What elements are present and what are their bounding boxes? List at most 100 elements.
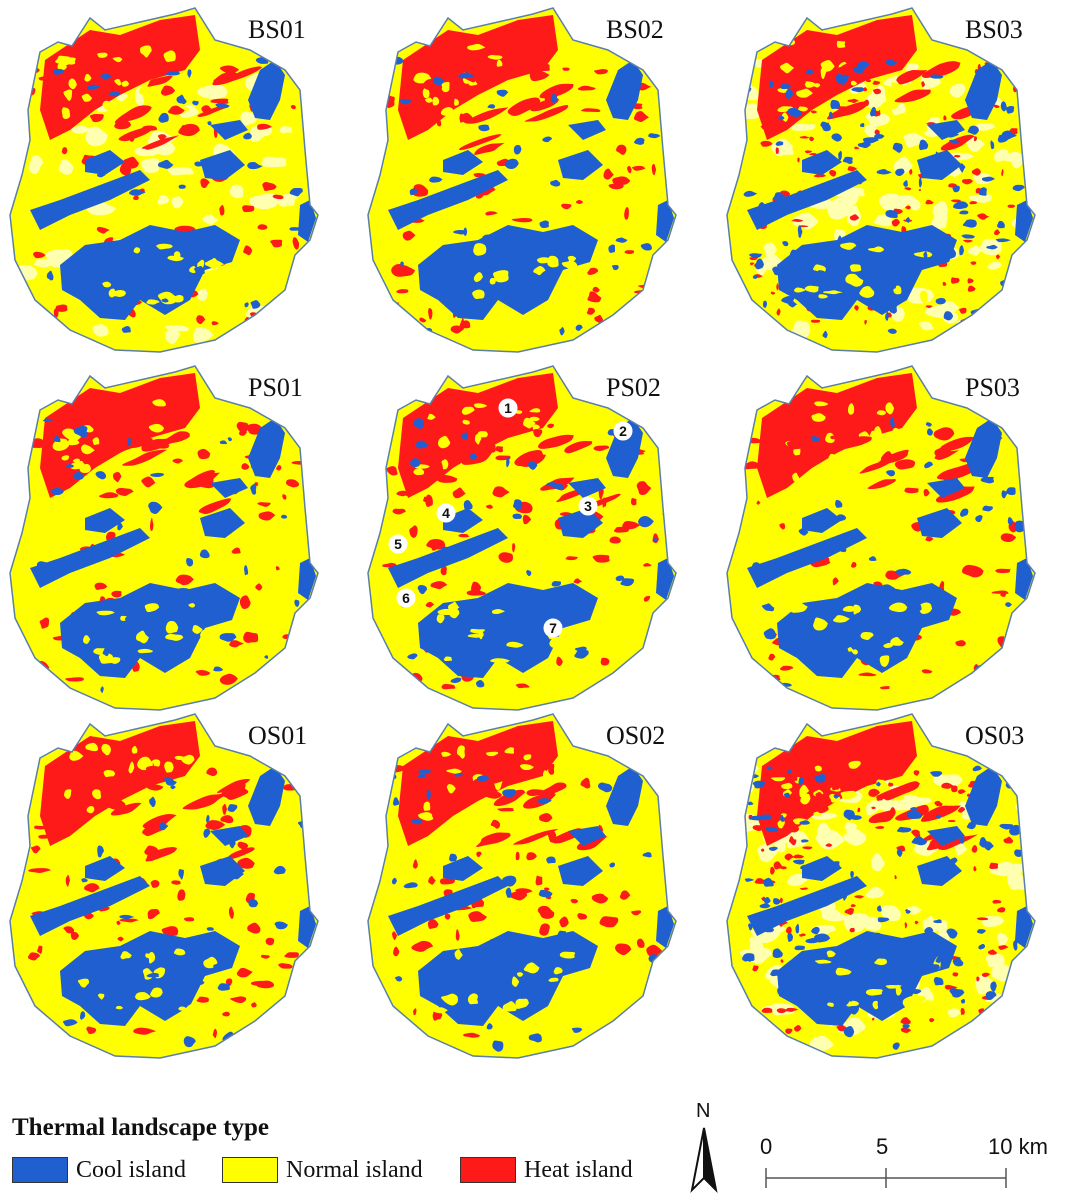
pale-normal-patch bbox=[947, 1008, 961, 1018]
cool-island-patch bbox=[838, 150, 842, 161]
heat-island-patch bbox=[577, 912, 588, 920]
cool-island-patch bbox=[537, 798, 552, 805]
pale-normal-patch bbox=[164, 325, 189, 332]
heat-island-patch bbox=[982, 686, 997, 690]
heat-island-patch bbox=[391, 263, 416, 277]
normal-island-patch bbox=[135, 447, 142, 454]
cool-island-patch bbox=[401, 687, 416, 693]
cool-island-patch bbox=[831, 861, 840, 869]
heat-island-patch bbox=[827, 101, 868, 120]
normal-island-patch bbox=[885, 402, 895, 415]
cool-island-patch bbox=[829, 278, 840, 285]
cool-island-patch bbox=[527, 461, 538, 470]
cool-island-patch bbox=[658, 291, 668, 299]
cool-island-patch bbox=[927, 963, 940, 972]
heat-island-patch bbox=[894, 459, 916, 470]
heat-island-patch bbox=[791, 218, 804, 222]
heat-island-patch bbox=[239, 595, 251, 610]
cool-island-patch bbox=[1015, 1015, 1022, 1021]
heat-island-patch bbox=[241, 463, 250, 470]
cool-island-patch bbox=[903, 255, 912, 264]
cool-island-patch bbox=[659, 609, 665, 615]
cool-island-area bbox=[443, 856, 483, 881]
normal-island-patch bbox=[811, 413, 826, 422]
heat-island-patch bbox=[147, 908, 160, 920]
cool-island-patch bbox=[950, 857, 958, 864]
heat-island-patch bbox=[911, 829, 921, 838]
study-area-outline bbox=[367, 713, 677, 1059]
cool-island-patch bbox=[877, 968, 893, 977]
cool-island-patch bbox=[486, 1023, 493, 1030]
normal-island-patch bbox=[84, 73, 92, 82]
panel-label: BS03 bbox=[965, 15, 1023, 44]
cool-island-patch bbox=[884, 59, 898, 66]
cool-island-area bbox=[927, 826, 965, 846]
pale-normal-patch bbox=[738, 103, 761, 119]
cool-island-patch bbox=[170, 785, 176, 790]
normal-island-patch bbox=[112, 57, 123, 63]
cool-island-patch bbox=[935, 151, 940, 161]
cool-island-patch bbox=[441, 546, 451, 552]
cool-island-patch bbox=[294, 599, 300, 607]
heat-island-patch bbox=[98, 492, 119, 499]
heat-island-patch bbox=[449, 60, 468, 73]
cool-island-patch bbox=[887, 328, 897, 334]
cool-island-patch bbox=[906, 810, 923, 819]
heat-island-patch bbox=[842, 436, 872, 450]
pale-normal-patch bbox=[1011, 992, 1028, 1009]
heat-island-patch bbox=[955, 640, 966, 647]
pale-normal-patch bbox=[157, 195, 169, 205]
normal-island-patch bbox=[446, 768, 462, 774]
heat-island-patch bbox=[587, 267, 598, 275]
cool-island-patch bbox=[959, 245, 964, 256]
heat-island-patch bbox=[177, 889, 186, 901]
pale-normal-patch bbox=[240, 111, 258, 126]
normal-island-patch bbox=[432, 96, 440, 106]
normal-island-patch bbox=[427, 413, 436, 420]
pale-normal-patch bbox=[878, 193, 909, 211]
normal-island-patch bbox=[550, 997, 567, 1010]
cool-island-patch bbox=[108, 91, 120, 97]
heat-island-patch bbox=[255, 583, 263, 591]
cool-island-patch bbox=[107, 977, 114, 982]
pale-normal-patch bbox=[968, 194, 993, 203]
heat-island-patch bbox=[150, 880, 160, 888]
cool-island-patch bbox=[758, 814, 772, 821]
normal-island-patch bbox=[502, 1001, 517, 1012]
cool-island-patch bbox=[164, 71, 181, 76]
pale-normal-patch bbox=[821, 909, 846, 922]
cool-island-patch bbox=[797, 225, 803, 238]
heat-island-patch bbox=[450, 325, 464, 334]
cool-island-patch bbox=[749, 253, 762, 258]
cool-island-patch bbox=[150, 472, 165, 477]
heat-island-patch bbox=[785, 1028, 793, 1034]
heat-island-patch bbox=[959, 307, 967, 314]
heat-island-patch bbox=[30, 845, 41, 854]
cool-island-patch bbox=[842, 892, 847, 901]
cool-island-area bbox=[568, 826, 606, 846]
pale-normal-patch bbox=[165, 328, 181, 345]
pale-normal-patch bbox=[92, 324, 109, 337]
cool-island-patch bbox=[906, 217, 910, 223]
cool-island-patch bbox=[959, 508, 969, 517]
heat-island-patch bbox=[761, 1007, 773, 1013]
normal-island-patch bbox=[109, 657, 121, 664]
normal-island-patch bbox=[111, 289, 126, 297]
cool-island-patch bbox=[127, 438, 131, 447]
heat-island-patch bbox=[854, 146, 860, 150]
cool-island-patch bbox=[545, 482, 558, 487]
pale-normal-patch bbox=[1007, 872, 1023, 891]
normal-island-patch bbox=[124, 818, 137, 829]
heat-island-patch bbox=[770, 291, 776, 295]
cool-island-patch bbox=[770, 969, 783, 977]
cool-island-patch bbox=[417, 769, 433, 774]
cool-island-patch bbox=[542, 136, 553, 143]
heat-island-patch bbox=[600, 657, 610, 666]
cool-island-patch bbox=[574, 649, 589, 659]
cool-island-area bbox=[248, 766, 285, 826]
pale-normal-patch bbox=[909, 198, 921, 211]
heat-island-patch bbox=[784, 1007, 799, 1012]
cool-island-patch bbox=[857, 950, 865, 956]
heat-island-patch bbox=[976, 976, 980, 982]
cool-island-patch bbox=[869, 106, 877, 117]
